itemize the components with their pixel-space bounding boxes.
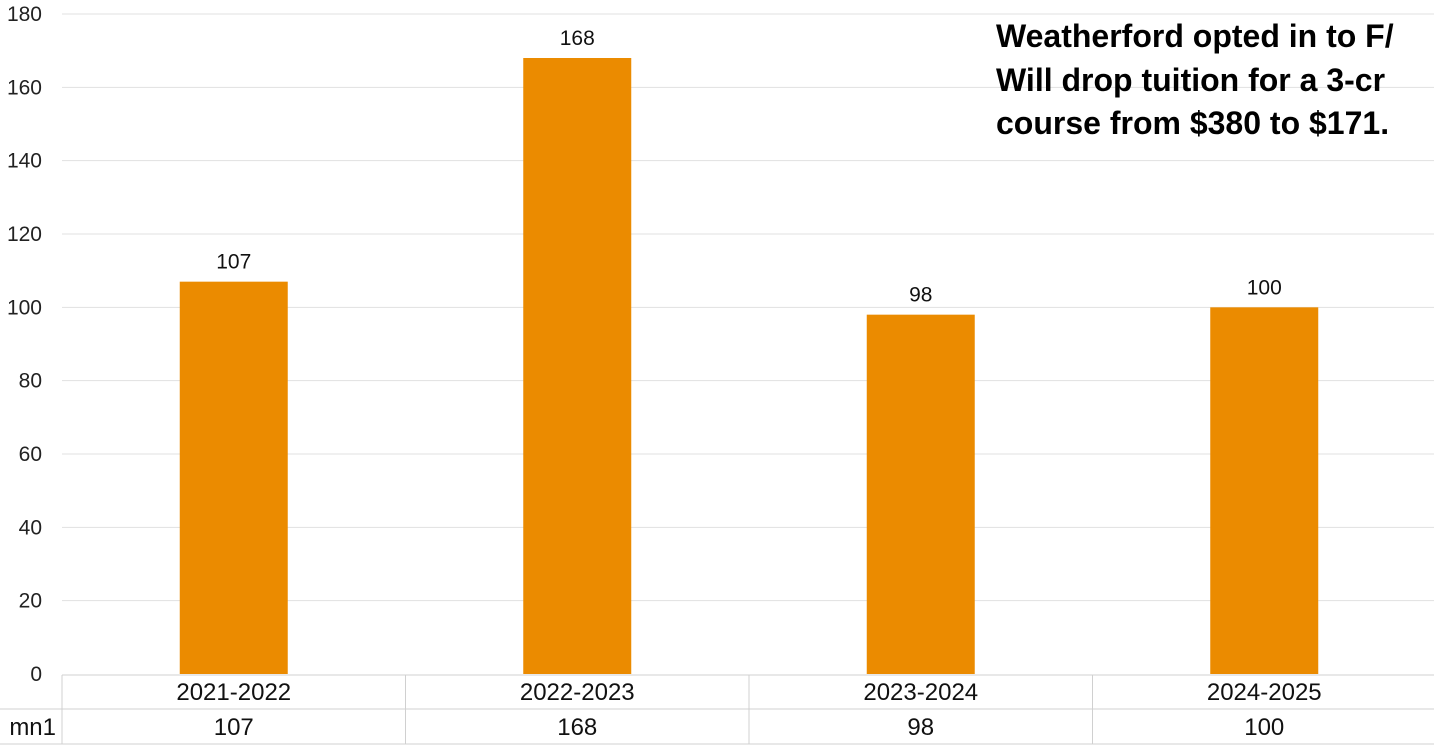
table-value-cell: 98: [907, 714, 934, 741]
y-tick-label: 40: [19, 516, 42, 539]
data-table: 2021-2022 2022-2023 2023-2024 2024-2025 107 1…: [0, 674, 1434, 745]
y-tick-label: 160: [7, 76, 42, 99]
y-tick-label: 100: [7, 296, 42, 319]
y-tick-label: 140: [7, 150, 42, 173]
table-value-cell: 100: [1244, 714, 1284, 741]
bar-value-label: 98: [909, 284, 932, 307]
gridlines: [62, 13, 1434, 602]
y-tick-label: 0: [30, 663, 42, 686]
data-labels: 107 168 98 100: [216, 27, 1282, 307]
y-tick-label: 20: [19, 590, 42, 613]
y-tick-label: 80: [19, 370, 42, 393]
x-category-label: 2022-2023: [520, 679, 635, 706]
bar: [179, 281, 288, 674]
x-category-label: 2024-2025: [1207, 679, 1322, 706]
annotation-line-2: Will drop tuition for a 3-cr: [996, 62, 1385, 98]
bar: [523, 58, 632, 674]
x-category-label: 2021-2022: [176, 679, 291, 706]
table-row-label: mn1: [9, 714, 56, 741]
table-value-cell: 168: [557, 714, 597, 741]
annotation-line-1: Weatherford opted in to F/: [996, 18, 1394, 54]
y-axis-ticks: 0 20 40 60 80 100 120 140 160 180: [7, 3, 42, 686]
bar-value-label: 107: [216, 251, 251, 274]
y-tick-label: 180: [7, 3, 42, 26]
x-category-label: 2023-2024: [863, 679, 978, 706]
bars: [179, 58, 1319, 674]
table-value-cell: 107: [214, 714, 254, 741]
bar: [866, 314, 975, 674]
y-tick-label: 60: [19, 443, 42, 466]
annotation-line-3: course from $380 to $171.: [996, 105, 1389, 141]
bar: [1210, 307, 1319, 674]
bar-value-label: 168: [560, 27, 595, 50]
bar-value-label: 100: [1247, 276, 1282, 299]
y-tick-label: 120: [7, 223, 42, 246]
